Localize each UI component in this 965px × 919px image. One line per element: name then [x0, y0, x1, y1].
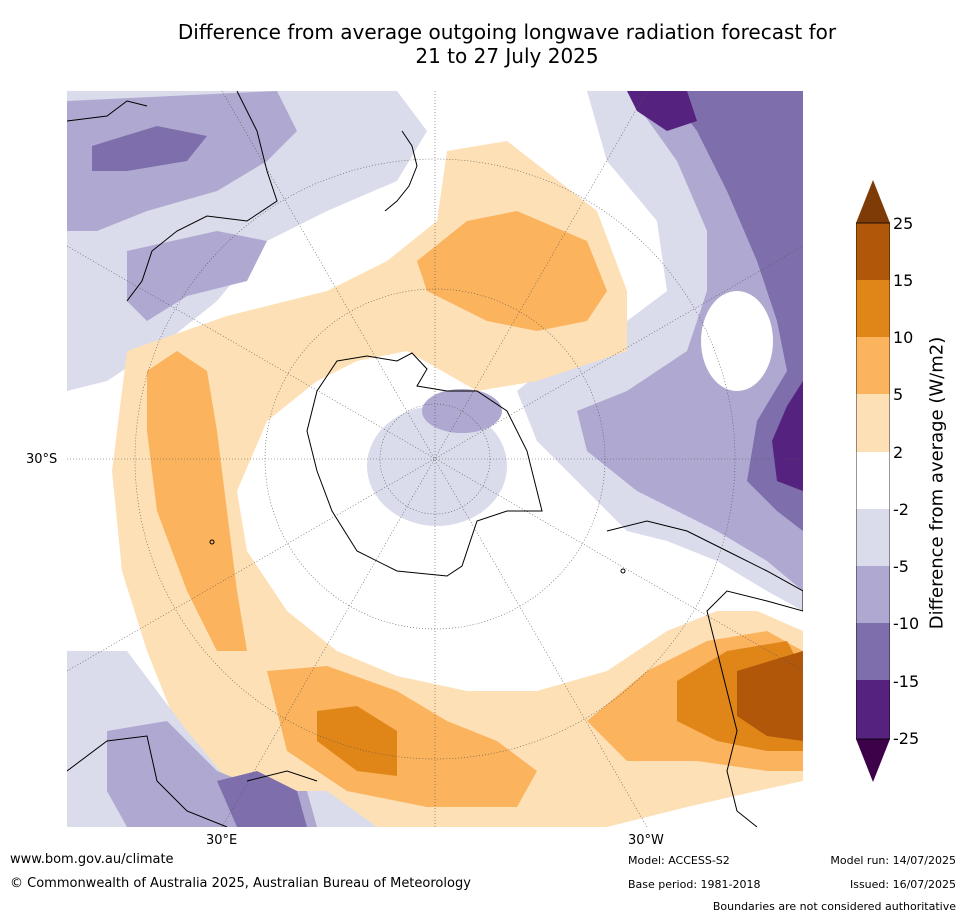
footer-base-period: Base period: 1981-2018: [628, 878, 761, 891]
anomaly-region-zero-east: [701, 291, 773, 391]
anomaly-region-neg10-nw: [92, 126, 207, 171]
colorbar-tick: -25: [893, 729, 920, 748]
colorbar-tick: 25: [893, 214, 914, 233]
colorbar-bin-neg10-15: [856, 623, 890, 680]
map-panel: [67, 91, 803, 827]
anomaly-region-neg15-east-b: [772, 381, 803, 491]
footer-model: Model: ACCESS-S2: [628, 854, 730, 867]
footer-url[interactable]: www.bom.gov.au/climate: [10, 852, 174, 867]
graticule: [67, 91, 803, 827]
anomaly-region-neg10-sw: [217, 771, 307, 827]
anomaly-region-pos5-south: [267, 666, 537, 807]
coastline-antarctica: [306, 352, 543, 577]
colorbar: [856, 180, 890, 782]
colorbar-bin-neg15-25: [856, 680, 890, 739]
lon-label-30w: 30°W: [628, 833, 664, 848]
colorbar-tick: -2: [893, 500, 909, 519]
coastline-new-zealand: [384, 130, 418, 212]
anomaly-region-pos10-south: [317, 706, 397, 776]
coastline-australia: [67, 91, 278, 302]
anomaly-region-neg5-w: [127, 231, 267, 321]
footer-disclaimer: Boundaries are not considered authoritat…: [712, 900, 956, 913]
colorbar-extension-high: [856, 180, 890, 223]
colorbar-bin-5-10: [856, 337, 890, 394]
anomaly-region-pos5-north: [417, 211, 607, 331]
coastlines: [67, 91, 803, 827]
footer-copyright: © Commonwealth of Australia 2025, Austra…: [10, 876, 471, 891]
colorbar-tick: -5: [893, 557, 909, 576]
colorbar-tick: 10: [893, 328, 914, 347]
colorbar-bin-15-25: [856, 223, 890, 280]
coastline-island: [620, 568, 626, 574]
lat-label-30s: 30°S: [26, 452, 58, 467]
colorbar-tick: -10: [893, 614, 920, 633]
colorbar-label: Difference from average (W/m2): [926, 336, 948, 630]
meridian-30e: [221, 91, 648, 827]
olr-anomaly-map: [67, 91, 803, 827]
meridian-60e: [67, 245, 803, 672]
colorbar-outline: [856, 222, 890, 740]
anomaly-region-pos15-se: [737, 651, 803, 741]
anomaly-region-pos5-west: [147, 351, 247, 651]
colorbar-tick: 15: [893, 271, 914, 290]
colorbar-bin-neg2-5: [856, 509, 890, 566]
coastline-island: [209, 539, 215, 545]
colorbar-tick: 2: [893, 443, 904, 462]
meridian-30w: [221, 91, 648, 827]
colorbar-bin-2-5: [856, 394, 890, 452]
colorbar-tick: -15: [893, 672, 920, 691]
anomaly-region-neg10-east: [667, 91, 803, 531]
chart-title: Difference from average outgoing longwav…: [67, 20, 947, 68]
anomaly-region-neg15-east-a: [627, 91, 697, 131]
lon-label-30e: 30°E: [206, 833, 238, 848]
anomaly-region-neg2-pole: [367, 406, 507, 526]
colorbar-bin-neutral: [856, 452, 890, 509]
title-line-2: 21 to 27 July 2025: [415, 44, 599, 68]
anomaly-region-pos2-ring: [112, 141, 803, 827]
footer-issued: Issued: 16/07/2025: [849, 878, 956, 891]
colorbar-bin-neg5-10: [856, 566, 890, 623]
lat-circle-0: [134, 158, 736, 760]
colorbar-extension-low: [856, 739, 890, 782]
footer-model-run: Model run: 14/07/2025: [830, 854, 956, 867]
coastline-africa: [67, 735, 318, 827]
colorbar-bin-10-15: [856, 280, 890, 337]
meridian-60w: [67, 245, 803, 672]
coastline-south-america: [606, 520, 803, 827]
title-line-1: Difference from average outgoing longwav…: [177, 20, 837, 44]
colorbar-tick: 5: [893, 385, 904, 404]
